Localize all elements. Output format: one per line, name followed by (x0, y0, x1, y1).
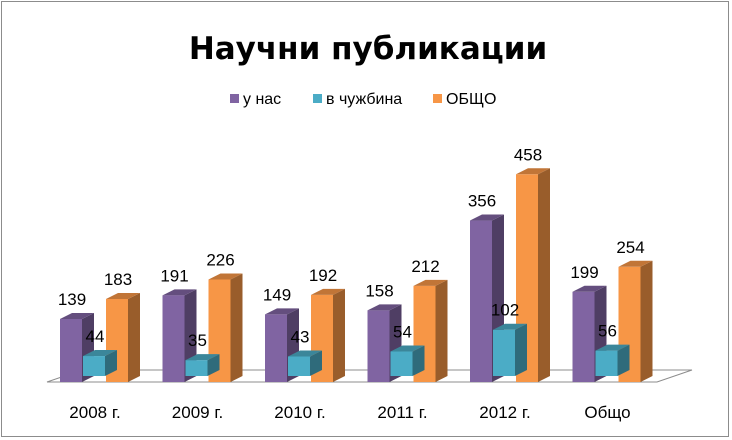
bar-top (413, 279, 448, 286)
bar-top (595, 344, 630, 351)
bar-side (412, 345, 425, 376)
bar-top (390, 345, 425, 352)
bar-top (288, 350, 322, 357)
bar-side (310, 350, 322, 376)
category-label-0: 2008 г. (69, 403, 120, 422)
bar-side (333, 288, 345, 382)
bar-side (617, 344, 630, 376)
bar-в-чужбина-4 (493, 323, 527, 376)
bar-side (435, 279, 448, 382)
legend-swatch-у-нас (230, 94, 239, 103)
bar-top (185, 354, 220, 361)
bar-у-нас-1 (162, 289, 197, 382)
legend-label-общо: ОБЩО (446, 91, 496, 108)
bar-в-чужбина-2 (288, 350, 322, 376)
bar-front (185, 360, 208, 376)
category-labels: 2008 г. 2009 г. 2010 г. 2011 г. 2012 г. Общо (69, 403, 630, 422)
bar-top (106, 293, 140, 300)
bar-top (470, 214, 504, 221)
data-label-в-чужбина-5: 56 (598, 322, 617, 341)
category-label-4: 2012 г. (479, 403, 530, 422)
bar-top (83, 350, 117, 357)
data-label-у-нас-0: 139 (58, 290, 86, 309)
bar-side (515, 323, 527, 376)
bar-у-нас-5 (572, 285, 607, 382)
data-label-общо-4: 458 (514, 145, 542, 164)
data-label-у-нас-1: 191 (160, 266, 188, 285)
bar-side (105, 350, 117, 376)
data-label-у-нас-2: 149 (263, 285, 291, 304)
bar-в-чужбина-0 (83, 350, 117, 376)
bar-front (162, 295, 185, 382)
bar-в-чужбина-5 (595, 344, 630, 376)
bar-side (538, 168, 550, 382)
bar-front (595, 350, 618, 376)
chart-title: Научни публикации (189, 31, 547, 67)
data-label-у-нас-3: 158 (365, 281, 393, 300)
data-label-у-нас-4: 356 (468, 192, 496, 211)
bar-в-чужбина-1 (185, 354, 220, 376)
category-label-3: 2011 г. (377, 403, 427, 422)
category-label-5: Общо (584, 403, 630, 422)
bar-top (367, 304, 402, 311)
bar-top (618, 260, 653, 267)
bar-side (230, 273, 243, 382)
data-label-в-чужбина-4: 102 (491, 301, 519, 320)
legend-label-в-чужбина: в чужбина (326, 91, 402, 108)
bar-top (493, 323, 527, 330)
bar-side (640, 260, 653, 382)
bar-в-чужбина-3 (390, 345, 425, 376)
bar-front (470, 220, 492, 382)
bar-top (516, 168, 550, 175)
bar-top (208, 273, 243, 280)
legend-swatch-в-чужбина (313, 94, 322, 103)
data-label-в-чужбина-0: 44 (86, 327, 105, 346)
category-label-2: 2010 г. (274, 403, 325, 422)
legend-label-у-нас: у нас (243, 91, 281, 108)
data-label-в-чужбина-2: 43 (291, 327, 310, 346)
bar-top (60, 312, 94, 319)
data-label-общо-2: 192 (309, 266, 337, 285)
bar-front (367, 310, 390, 382)
data-label-у-нас-5: 199 (570, 263, 598, 282)
bar-front (288, 356, 310, 376)
bar-front (60, 318, 82, 382)
bar-front (390, 351, 413, 376)
category-label-1: 2009 г. (172, 403, 223, 422)
data-label-общо-5: 254 (616, 238, 644, 257)
bar-front (572, 291, 595, 382)
bar-top (311, 288, 345, 295)
bar-top (572, 285, 607, 292)
legend-swatch-общо (433, 94, 442, 103)
bar-top (265, 308, 299, 315)
data-label-общо-3: 212 (411, 257, 439, 276)
data-label-в-чужбина-1: 35 (188, 331, 207, 350)
bars (60, 168, 653, 382)
bar-top (162, 289, 197, 296)
data-label-общо-0: 183 (104, 270, 132, 289)
bar-front (493, 329, 515, 376)
data-label-общо-1: 226 (206, 251, 234, 270)
bar-side (128, 293, 140, 382)
legend: у нас в чужбина ОБЩО (230, 91, 496, 108)
bar-side (207, 354, 220, 376)
bar-front (83, 356, 105, 376)
data-label-в-чужбина-3: 54 (393, 323, 412, 342)
bar-front (265, 314, 287, 382)
